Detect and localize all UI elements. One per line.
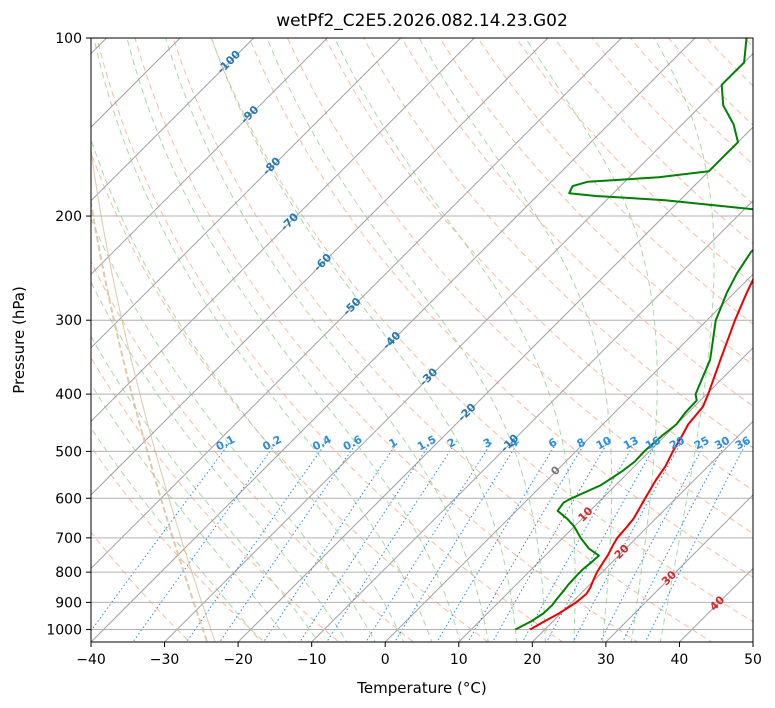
moist-adiabat [91,335,320,642]
y-axis-title: Pressure (hPa) [10,286,28,394]
dry-adiabat [591,38,753,205]
y-tick-label: 100 [55,31,82,47]
x-tick-label: 20 [523,652,541,668]
mixing-ratio-line [599,440,707,642]
x-axis-title: Temperature (°C) [356,679,486,697]
dry-adiabat [629,38,753,166]
mixing-ratio-line [91,440,232,632]
dry-adiabat [401,38,753,407]
mixing-ratio-line [219,440,359,642]
x-tick-label: 0 [381,652,390,668]
dry-adiabat [286,38,753,535]
y-tick-label: 700 [55,531,82,547]
y-tick-label: 600 [55,491,82,507]
mixing-ratio-label: 10 [594,434,614,453]
mixing-ratio-label: 30 [712,434,732,453]
isotherm-line [91,38,476,423]
y-tick-label: 400 [55,387,82,403]
isotherm-line [91,38,549,496]
reference-curve [91,196,209,642]
mixing-ratio-line [436,440,559,642]
dry-adiabat [667,38,753,126]
dry-adiabat [91,151,489,642]
dry-adiabat [439,38,753,366]
isotherm-line [605,494,753,642]
mixing-ratio-line [365,440,494,642]
dry-adiabat [134,38,639,642]
mixing-ratio-line [467,440,587,642]
x-tick-label: −20 [223,652,253,668]
isotherm-line [91,38,623,570]
dry-adiabat [248,38,753,578]
mixing-ratio-line [492,440,610,642]
x-tick-label: 40 [671,652,689,668]
dry-adiabat [91,260,415,642]
moist-adiabat [211,38,518,642]
mixing-ratio-line [572,440,683,642]
mixing-ratio-line [546,440,659,642]
dry-adiabat [172,38,713,642]
y-tick-label: 800 [55,565,82,581]
y-tick-label: 900 [55,595,82,611]
isotherm-line [163,52,753,642]
y-tick-label: 1000 [46,622,82,638]
dry-adiabat [210,38,753,623]
y-tick-label: 500 [55,444,82,460]
mixing-ratio-label: 25 [692,434,712,453]
isotherm-line [384,273,753,642]
chart-title: wetPf2_C2E5.2026.082.14.23.G02 [276,11,568,31]
moist-adiabat [653,38,715,642]
mixing-ratio-label: 16 [643,434,663,453]
isotherm-line [91,38,255,202]
y-tick-label: 200 [55,209,82,225]
x-tick-label: −10 [297,652,327,668]
mixing-ratio-line [185,440,328,642]
temperature-line [529,277,753,631]
isotherm-line [91,38,696,642]
isotherm-line [237,126,753,642]
x-tick-label: 10 [450,652,468,668]
isotherm-line [458,347,753,642]
moist-adiabat [418,38,613,642]
dry-adiabat [91,445,266,642]
isotherm-line [91,38,402,349]
mixing-ratio-label: 36 [733,434,753,453]
moist-adiabat [93,38,433,642]
dry-adiabat [477,38,753,325]
mixing-ratio-line [394,440,520,642]
isotherm-line [531,420,753,642]
x-tick-label: −30 [150,652,180,668]
plot-frame [90,37,754,643]
isotherm-line [91,38,328,275]
mixing-ratio-line [262,440,399,642]
isotherm-line [91,38,181,128]
x-tick-label: −40 [76,652,106,668]
mixing-ratio-label: 20 [667,434,687,453]
dry-adiabat [96,38,564,642]
x-tick-label: 30 [597,652,615,668]
axes: −40 −30 −20 −10 0 10 20 30 40 50 1000 900 800 700 600 5… [46,31,762,668]
sounding-curves [514,38,753,631]
x-tick-label: 50 [744,652,762,668]
dry-adiabat [325,38,753,492]
mixing-ratio-label: 13 [621,434,641,453]
y-tick-label: 300 [55,313,82,329]
reference-curve [91,146,216,642]
dewpoint-line [514,38,753,631]
isotherm-line [310,199,753,642]
